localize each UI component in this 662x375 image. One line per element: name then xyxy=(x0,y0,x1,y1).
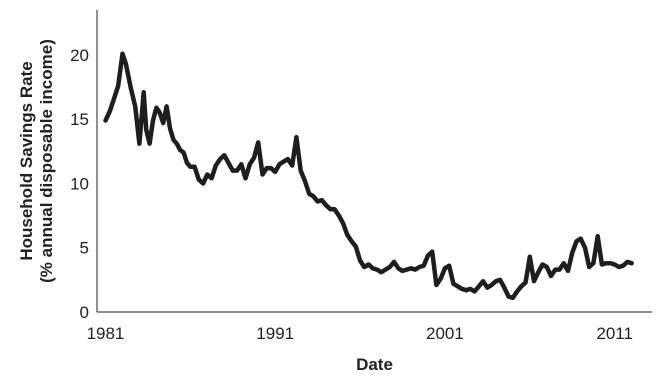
y-tick-labels: 0 5 10 15 20 xyxy=(70,46,89,322)
series-group xyxy=(103,51,634,301)
y-axis-title-line-2: (% annual disposable income) xyxy=(37,39,56,283)
x-axis-title: Date xyxy=(356,355,393,374)
y-axis-title: Household Savings Rate (% annual disposa… xyxy=(17,39,56,283)
y-axis-title-line-1: Household Savings Rate xyxy=(17,61,36,260)
x-axis: 1981 1991 2001 2011 xyxy=(87,311,652,343)
y-tick-label-5: 5 xyxy=(80,239,89,258)
x-tick-label-1981: 1981 xyxy=(87,324,125,343)
x-tick-label-2011: 2011 xyxy=(596,324,633,343)
y-tick-label-20: 20 xyxy=(70,46,89,65)
x-tick-label-2001: 2001 xyxy=(426,324,464,343)
y-tick-label-15: 15 xyxy=(70,110,89,129)
x-tick-label-1991: 1991 xyxy=(256,324,294,343)
y-axis: 0 5 10 15 20 xyxy=(70,10,98,322)
x-tick-labels: 1981 1991 2001 2011 xyxy=(87,324,633,343)
y-tick-label-10: 10 xyxy=(70,174,89,193)
series-line-0 xyxy=(103,51,634,301)
y-tick-label-0: 0 xyxy=(80,303,89,322)
